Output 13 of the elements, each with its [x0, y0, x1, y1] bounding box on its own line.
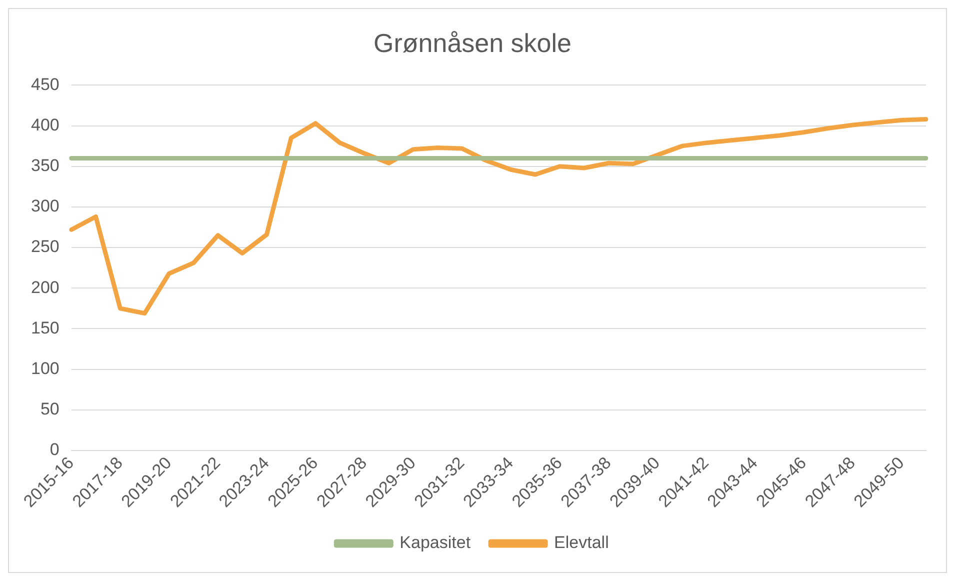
y-tick-label: 0: [50, 440, 60, 460]
y-tick-label: 300: [30, 196, 60, 216]
y-tick-label: 150: [30, 318, 60, 338]
legend-label: Kapasitet: [400, 533, 471, 552]
y-tick-label: 250: [30, 237, 60, 256]
y-tick-label: 100: [30, 358, 60, 378]
y-tick-label: 400: [30, 115, 60, 134]
legend-label: Elevtall: [554, 533, 609, 552]
y-tick-label: 50: [40, 400, 60, 419]
y-tick-label: 450: [30, 74, 60, 94]
chart-title: Grønnåsen skole: [374, 28, 572, 58]
y-tick-label: 350: [30, 156, 60, 176]
y-tick-label: 200: [30, 278, 60, 297]
